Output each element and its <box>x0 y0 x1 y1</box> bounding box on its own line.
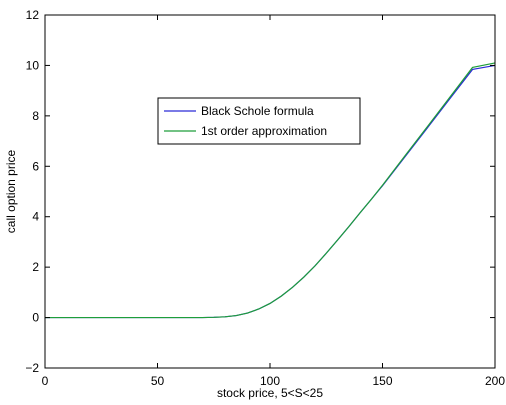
y-tick-label: 6 <box>32 159 39 173</box>
legend-label-1: 1st order approximation <box>201 124 327 138</box>
y-tick-label: 0 <box>32 311 39 325</box>
y-tick-label: 10 <box>26 58 40 72</box>
legend-label-0: Black Schole formula <box>201 104 314 118</box>
x-tick-label: 200 <box>485 374 505 388</box>
y-tick-label: −2 <box>25 361 39 375</box>
y-tick-label: 2 <box>32 260 39 274</box>
x-axis-label: stock price, 5<S<25 <box>217 386 323 400</box>
x-tick-label: 100 <box>260 374 280 388</box>
legend: Black Schole formula 1st order approximat… <box>157 97 361 145</box>
legend-frame <box>157 97 361 145</box>
series-layer <box>45 62 496 319</box>
x-tick-label: 0 <box>42 374 49 388</box>
y-tick-label: 8 <box>32 109 39 123</box>
y-tick-label: 12 <box>26 8 40 22</box>
series-line-1 <box>45 62 496 319</box>
y-tick-label: 4 <box>32 210 39 224</box>
x-tick-label: 150 <box>372 374 392 388</box>
y-axis-label: call option price <box>4 149 18 233</box>
axes-box <box>44 14 496 369</box>
x-tick-label: 50 <box>151 374 165 388</box>
